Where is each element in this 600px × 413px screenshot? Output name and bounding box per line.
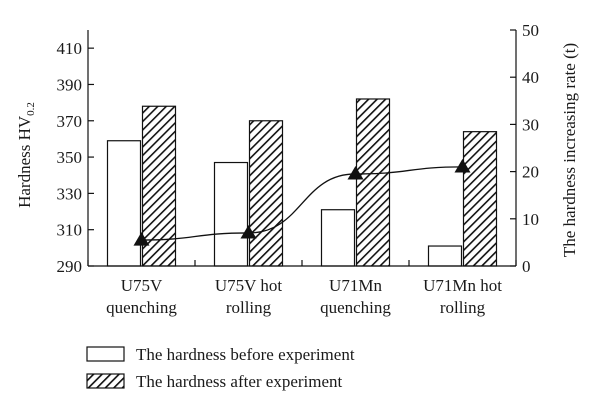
legend-swatch-after xyxy=(86,373,125,389)
bar-after-4 xyxy=(462,131,498,267)
y-axis-title-left: Hardness HV0.2 xyxy=(15,102,37,208)
y-right-tick-label-5: 40 xyxy=(522,68,539,87)
legend-label-before: The hardness before experiment xyxy=(136,345,355,364)
x-category-label-4: U71Mn hot rolling xyxy=(423,276,502,317)
x-category-label-line: U71Mn xyxy=(329,276,382,295)
x-category-label-2: U75V hot rolling xyxy=(215,276,282,317)
x-category-label-line: quenching xyxy=(106,298,177,317)
rate-point-3 xyxy=(347,165,364,180)
x-category-label-line: rolling xyxy=(226,298,272,317)
y-left-tick-label-4: 350 xyxy=(57,148,83,167)
bar-after-2 xyxy=(248,120,284,267)
bar-before-3 xyxy=(320,209,356,267)
legend-label-after: The hardness after experiment xyxy=(136,372,343,391)
y-axis-title-subscript: 0.2 xyxy=(25,102,37,116)
x-category-label-line: U75V hot xyxy=(215,276,282,295)
y-left-tick-label-1: 290 xyxy=(57,257,83,276)
legend-swatch-before xyxy=(86,346,125,362)
y-left-tick-label-3: 330 xyxy=(57,184,83,203)
bar-before-2 xyxy=(213,161,249,267)
x-category-label-line: rolling xyxy=(440,298,486,317)
rate-line xyxy=(141,166,463,241)
y-right-tick-label-2: 10 xyxy=(522,210,539,229)
rate-point-4 xyxy=(454,158,471,173)
plot-area xyxy=(106,98,498,267)
y-right-tick-label-3: 20 xyxy=(522,163,539,182)
rate-point-2 xyxy=(240,224,257,239)
y-left-tick-label-7: 410 xyxy=(57,39,83,58)
rate-point-1 xyxy=(133,232,150,246)
y-left-tick-label-2: 310 xyxy=(57,221,83,240)
x-category-label-3: U71Mn quenching xyxy=(320,276,391,317)
x-category-label-line: U75V xyxy=(121,276,163,295)
axes: 290 310 330 350 370 390 410 0 10 20 30 40 50 U75V quen… xyxy=(57,21,540,317)
bar-before-1 xyxy=(106,140,142,267)
y-right-tick-label-4: 30 xyxy=(522,115,539,134)
bar-after-1 xyxy=(141,105,177,267)
y-left-tick-label-5: 370 xyxy=(57,112,83,131)
y-left-tick-label-6: 390 xyxy=(57,75,83,94)
legend: The hardness before experiment The hardn… xyxy=(86,345,355,391)
y-right-tick-label-6: 50 xyxy=(522,21,539,40)
x-category-label-1: U75V quenching xyxy=(106,276,177,317)
bar-after-3 xyxy=(355,98,391,267)
x-category-label-line: U71Mn hot xyxy=(423,276,502,295)
bar-before-4 xyxy=(427,245,463,267)
x-category-label-line: quenching xyxy=(320,298,391,317)
y-right-tick-label-1: 0 xyxy=(522,257,531,276)
y-axis-title-right: The hardness increasing rate (t) xyxy=(560,43,579,257)
